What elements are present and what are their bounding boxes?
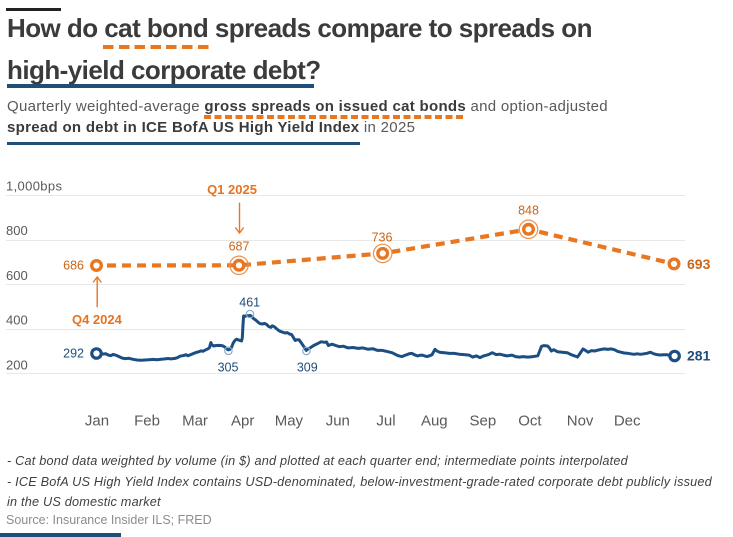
svg-text:309: 309 <box>297 361 318 375</box>
svg-text:Dec: Dec <box>614 413 641 430</box>
svg-text:Mar: Mar <box>182 413 208 430</box>
svg-text:400: 400 <box>6 313 28 328</box>
svg-text:Oct: Oct <box>518 413 542 430</box>
svg-text:600: 600 <box>6 268 28 283</box>
svg-text:Jun: Jun <box>326 413 350 430</box>
svg-text:Jul: Jul <box>376 413 395 430</box>
svg-text:292: 292 <box>63 347 84 361</box>
svg-text:Nov: Nov <box>567 413 594 430</box>
svg-text:800: 800 <box>6 223 28 238</box>
svg-text:Q4 2024: Q4 2024 <box>72 312 123 327</box>
svg-text:305: 305 <box>218 361 239 375</box>
svg-text:686: 686 <box>63 259 84 273</box>
svg-text:Sep: Sep <box>470 413 497 430</box>
svg-text:461: 461 <box>239 296 260 310</box>
svg-text:736: 736 <box>372 231 393 245</box>
svg-text:May: May <box>275 413 304 430</box>
svg-text:Jan: Jan <box>85 413 109 430</box>
svg-text:Q1 2025: Q1 2025 <box>207 182 257 197</box>
svg-text:Feb: Feb <box>134 413 160 430</box>
svg-text:693: 693 <box>687 256 711 272</box>
svg-text:687: 687 <box>229 240 250 254</box>
svg-text:281: 281 <box>687 348 711 364</box>
svg-text:848: 848 <box>518 204 539 218</box>
svg-text:200: 200 <box>6 357 28 372</box>
svg-text:1,000bps: 1,000bps <box>6 179 62 194</box>
svg-text:Aug: Aug <box>421 413 448 430</box>
svg-text:Apr: Apr <box>231 413 254 430</box>
